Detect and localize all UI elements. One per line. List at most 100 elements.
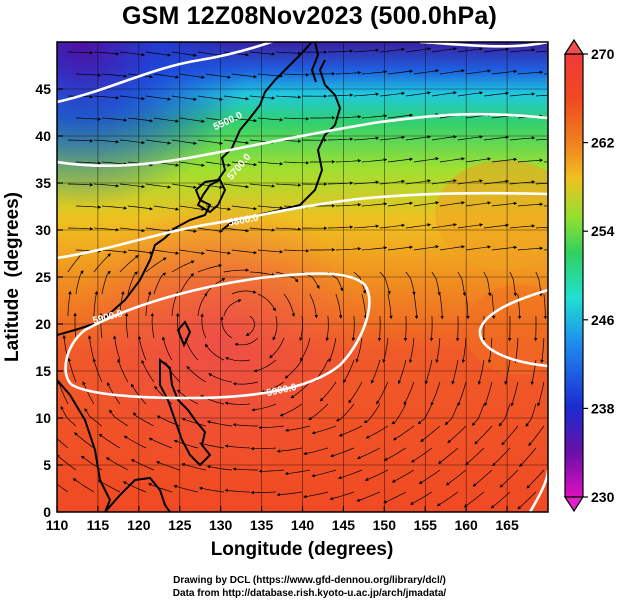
streamline-275: [284, 359, 303, 379]
streamline-291: [208, 373, 232, 383]
streamline-335: [365, 425, 389, 439]
streamline-139: [231, 205, 258, 211]
streamline-242: [429, 315, 434, 342]
streamline-182: [361, 246, 388, 251]
y-tick-label-40: 40: [35, 128, 51, 144]
streamline-120: [223, 183, 250, 189]
streamline-32: [413, 69, 440, 75]
colorbar-tick-label-270: 270: [591, 46, 615, 62]
streamline-187: [491, 245, 518, 251]
colorbar: 230 238 246 254 262 270: [563, 38, 615, 513]
streamline-350: [250, 446, 276, 451]
credit-data-source: Data from http://database.rish.kyoto-u.a…: [172, 588, 447, 599]
streamline-117: [145, 183, 172, 189]
streamline-253: [220, 316, 233, 339]
x-tick-label-160: 160: [454, 517, 478, 533]
streamline-11: [353, 48, 380, 53]
streamline-349: [224, 444, 250, 449]
streamline-240: [377, 315, 382, 342]
streamline-381: [72, 478, 95, 493]
streamline-67: [335, 115, 362, 119]
streamline-185: [439, 245, 465, 251]
streamline-323: [60, 406, 77, 427]
streamline-65: [283, 117, 310, 121]
streamline-315: [335, 403, 355, 422]
streamline-5: [197, 51, 224, 57]
streamline-109: [439, 157, 465, 163]
streamline-23: [179, 73, 205, 79]
streamline-340: [501, 425, 519, 446]
streamline-27: [283, 73, 310, 77]
streamline-77: [93, 139, 120, 144]
streamline-223: [439, 293, 444, 320]
streamline-376: [445, 469, 467, 486]
streamline-101: [231, 161, 258, 167]
x-axis-ticks: 110 115 120 125 130 135 140 145 150 155 160 165: [46, 506, 519, 533]
colorbar-tick-label-238: 238: [591, 400, 615, 416]
streamline-134: [101, 205, 128, 210]
streamline-347: [173, 439, 198, 449]
streamline-54: [483, 91, 510, 97]
streamline-361: [57, 454, 77, 471]
streamline-16: [483, 47, 510, 53]
streamline-204: [431, 271, 441, 296]
streamline-227: [543, 293, 548, 320]
streamline-29: [335, 71, 362, 75]
streamline-59: [127, 117, 154, 123]
streamline-209: [75, 270, 84, 295]
streamline-147: [439, 201, 465, 207]
streamline-322: [525, 403, 537, 427]
streamline-157: [197, 227, 224, 233]
x-tick-label-145: 145: [332, 517, 356, 533]
streamline-57: [75, 117, 102, 121]
streamline-244: [481, 315, 486, 342]
streamline-19: [75, 73, 102, 77]
streamline-358: [465, 447, 485, 466]
streamline-287: [117, 358, 129, 383]
streamline-121: [249, 183, 276, 188]
streamline-63: [231, 117, 258, 123]
streamline-176: [205, 249, 232, 255]
streamline-299: [430, 381, 441, 406]
streamline-377: [472, 469, 493, 487]
streamline-269: [137, 335, 147, 361]
streamline-257: [328, 337, 337, 363]
streamline-205: [457, 271, 467, 297]
streamline-175: [179, 249, 205, 255]
streamline-203: [405, 271, 416, 296]
streamline-110: [465, 157, 492, 163]
streamline-78: [119, 139, 146, 145]
streamline-367: [206, 465, 232, 471]
streamline-374: [391, 469, 415, 483]
streamline-360: [519, 447, 537, 468]
streamline-36: [517, 70, 544, 75]
streamline-122: [275, 183, 302, 187]
streamline-259: [382, 337, 389, 363]
colorbar-tick-label-246: 246: [591, 312, 615, 328]
y-tick-label-0: 0: [43, 504, 51, 520]
y-tick-label-5: 5: [43, 457, 51, 473]
streamline-342: [57, 438, 69, 449]
streamline-380: [57, 483, 69, 493]
streamline-177: [231, 249, 258, 255]
streamline-143: [335, 203, 362, 207]
streamline-91: [457, 135, 484, 141]
streamline-99: [179, 161, 205, 167]
y-tick-label-15: 15: [35, 363, 51, 379]
streamline-247: [73, 312, 77, 339]
colorbar-body: [564, 53, 584, 498]
contour-5900-east: [478, 288, 548, 368]
streamline-351: [276, 447, 302, 453]
streamline-217: [283, 293, 296, 317]
streamline-24: [205, 73, 232, 79]
x-tick-label-135: 135: [250, 517, 274, 533]
streamline-150: [517, 202, 544, 207]
chart-title: GSM 12Z08Nov2023 (500.0hPa): [121, 2, 498, 30]
streamline-272: [204, 343, 225, 361]
streamline-80: [171, 139, 197, 145]
streamline-304: [57, 380, 69, 405]
streamline-232: [171, 291, 179, 317]
streamline-277: [343, 359, 355, 384]
streamline-301: [484, 381, 493, 407]
